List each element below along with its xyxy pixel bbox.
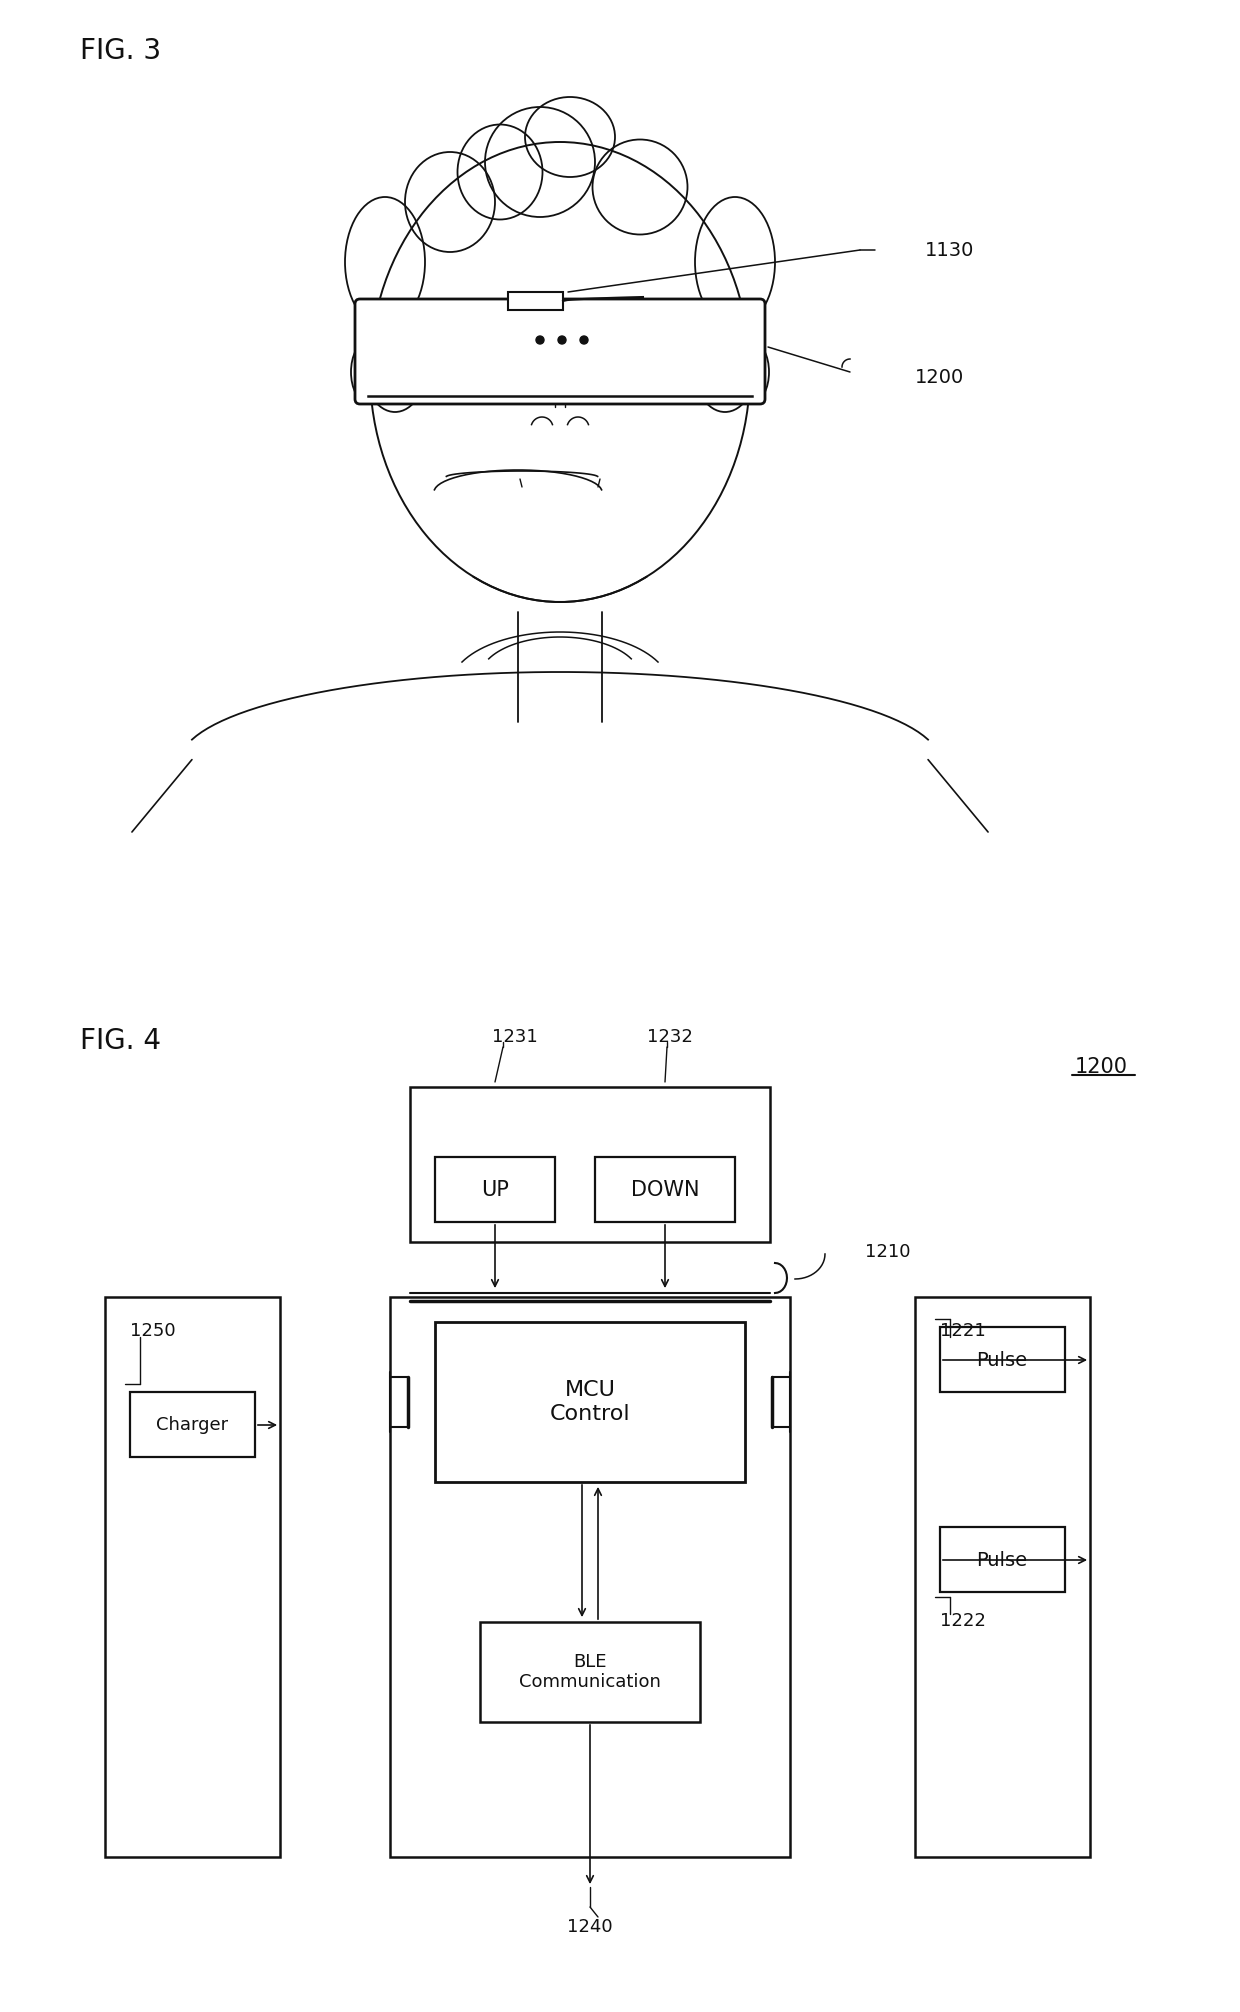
Text: 1221: 1221	[940, 1322, 986, 1340]
Circle shape	[536, 336, 544, 344]
Bar	[410, 1086, 770, 1241]
Text: BLE
Communication: BLE Communication	[520, 1652, 661, 1692]
Text: 1210: 1210	[866, 1243, 910, 1262]
Bar	[391, 1298, 790, 1857]
FancyBboxPatch shape	[355, 300, 765, 404]
Text: FIG. 3: FIG. 3	[81, 36, 161, 64]
Text: 1200: 1200	[1075, 1056, 1128, 1076]
Circle shape	[558, 336, 565, 344]
Text: 1130: 1130	[925, 241, 975, 260]
Bar	[915, 1298, 1090, 1857]
Text: Pulse: Pulse	[976, 1350, 1028, 1370]
Text: FIG. 4: FIG. 4	[81, 1026, 161, 1054]
Bar	[508, 292, 563, 310]
Text: Pulse: Pulse	[976, 1551, 1028, 1569]
Text: UP: UP	[481, 1179, 508, 1199]
Text: 1231: 1231	[492, 1028, 538, 1046]
Bar	[480, 1622, 701, 1722]
Text: 1222: 1222	[940, 1612, 986, 1630]
Bar	[940, 1328, 1065, 1392]
Text: 1232: 1232	[647, 1028, 693, 1046]
Bar	[940, 1527, 1065, 1591]
Bar	[595, 1157, 735, 1221]
Bar	[130, 1392, 255, 1457]
Text: 1240: 1240	[567, 1917, 613, 1936]
Text: DOWN: DOWN	[631, 1179, 699, 1199]
Text: 1250: 1250	[130, 1322, 176, 1340]
Text: Charger: Charger	[156, 1416, 228, 1435]
Bar	[435, 1322, 745, 1483]
Text: MCU
Control: MCU Control	[549, 1380, 630, 1424]
Bar	[435, 1157, 556, 1221]
Text: 1200: 1200	[915, 368, 965, 386]
Bar	[105, 1298, 280, 1857]
Circle shape	[580, 336, 588, 344]
